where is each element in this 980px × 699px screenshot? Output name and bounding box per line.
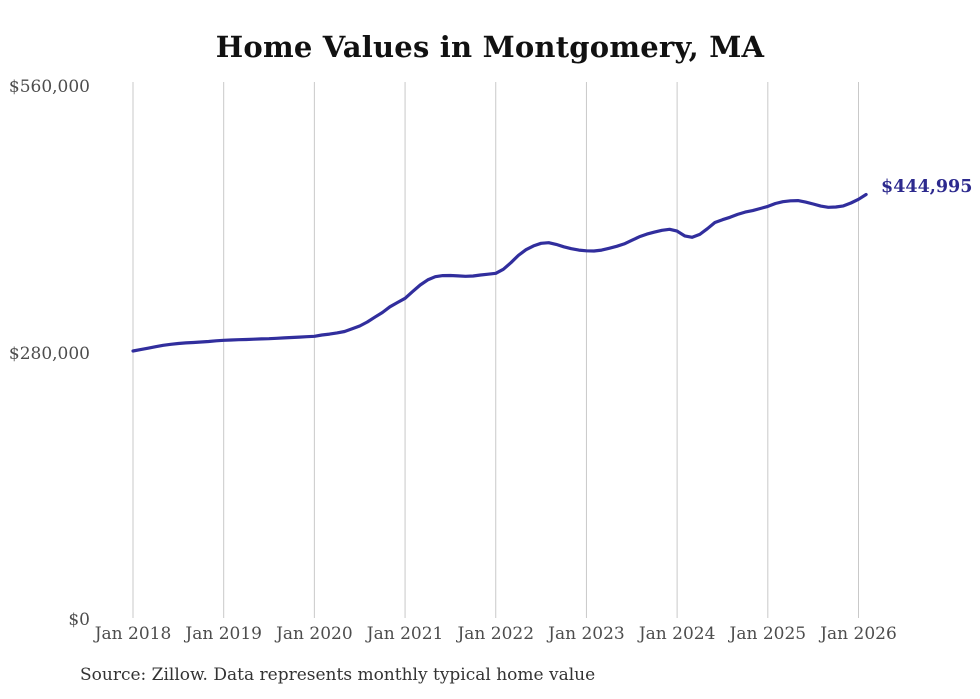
y-tick-label: $280,000 bbox=[8, 343, 90, 364]
x-tick-label: Jan 2026 bbox=[820, 624, 897, 644]
x-tick-label: Jan 2021 bbox=[366, 624, 444, 644]
x-tick-label: Jan 2024 bbox=[638, 624, 716, 644]
latest-value-label: $444,995 bbox=[881, 177, 973, 198]
y-tick-label: $560,000 bbox=[8, 77, 90, 97]
x-tick-label: Jan 2025 bbox=[729, 624, 807, 644]
x-tick-label: Jan 2023 bbox=[548, 624, 625, 644]
chart-title: Home Values in Montgomery, MA bbox=[215, 30, 765, 64]
gridlines bbox=[132, 82, 859, 618]
home-value-line bbox=[131, 192, 868, 353]
x-tick-label: Jan 2018 bbox=[94, 624, 172, 644]
source-note: Source: Zillow. Data represents monthly … bbox=[80, 665, 596, 685]
x-tick-label: Jan 2022 bbox=[457, 624, 535, 644]
x-tick-label: Jan 2019 bbox=[185, 624, 262, 644]
x-tick-label: Jan 2020 bbox=[276, 624, 353, 644]
y-tick-label: $0 bbox=[68, 610, 90, 630]
